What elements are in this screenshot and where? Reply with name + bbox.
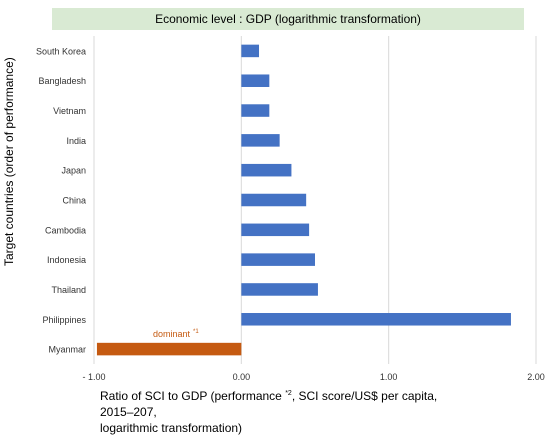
bars bbox=[96, 44, 511, 356]
category-labels: South Korea Bangladesh Vietnam India Japan Ch… bbox=[36, 46, 87, 354]
x-tick-labels: - 1.00 0.00 1.00 2.00 bbox=[82, 372, 544, 382]
bar-thailand bbox=[241, 283, 318, 296]
annotations: dominant *1 bbox=[153, 329, 199, 339]
category-label-bangladesh: Bangladesh bbox=[38, 76, 86, 86]
category-label-cambodia: Cambodia bbox=[45, 225, 86, 235]
x-axis-label-part1: Ratio of SCI to GDP (performance bbox=[100, 389, 286, 403]
bar-bangladesh bbox=[241, 74, 270, 87]
annotation-footnote: *1 bbox=[193, 329, 199, 335]
x-axis-label-footnote: *2 bbox=[285, 390, 292, 397]
x-tick-label-1: 0.00 bbox=[233, 372, 251, 382]
y-axis-label: Target countries (order of performance) bbox=[2, 57, 16, 266]
x-axis-label: Ratio of SCI to GDP (performance *2, SCI… bbox=[100, 386, 460, 436]
bar-south-korea bbox=[241, 44, 260, 58]
bar-cambodia bbox=[241, 223, 310, 237]
x-tick-label-2: 1.00 bbox=[380, 372, 398, 382]
bar-myanmar bbox=[96, 342, 242, 356]
x-tick-label-0: - 1.00 bbox=[82, 372, 105, 382]
category-label-india: India bbox=[66, 136, 86, 146]
bar-vietnam bbox=[241, 104, 270, 117]
bar-philippines bbox=[241, 313, 511, 326]
category-label-vietnam: Vietnam bbox=[53, 106, 86, 116]
annotation-dominant: dominant *1 bbox=[153, 329, 199, 339]
category-label-south-korea: South Korea bbox=[36, 46, 86, 56]
gridlines bbox=[93, 36, 537, 364]
bar-japan bbox=[241, 163, 292, 177]
x-tick-label-3: 2.00 bbox=[527, 372, 545, 382]
x-axis-label-part2: , SCI score/US$ per capita, 2015–207, bbox=[100, 389, 438, 419]
category-label-thailand: Thailand bbox=[51, 285, 86, 295]
category-label-philippines: Philippines bbox=[42, 315, 86, 325]
chart-title: Economic level : GDP (logarithmic transf… bbox=[52, 8, 524, 30]
category-label-japan: Japan bbox=[61, 166, 86, 176]
category-label-myanmar: Myanmar bbox=[48, 345, 86, 355]
category-label-indonesia: Indonesia bbox=[47, 255, 86, 265]
bar-china bbox=[241, 193, 307, 207]
category-label-china: China bbox=[62, 196, 86, 206]
bar-indonesia bbox=[241, 253, 315, 266]
x-axis-label-line2: logarithmic transformation) bbox=[100, 421, 243, 435]
bar-india bbox=[241, 134, 280, 147]
